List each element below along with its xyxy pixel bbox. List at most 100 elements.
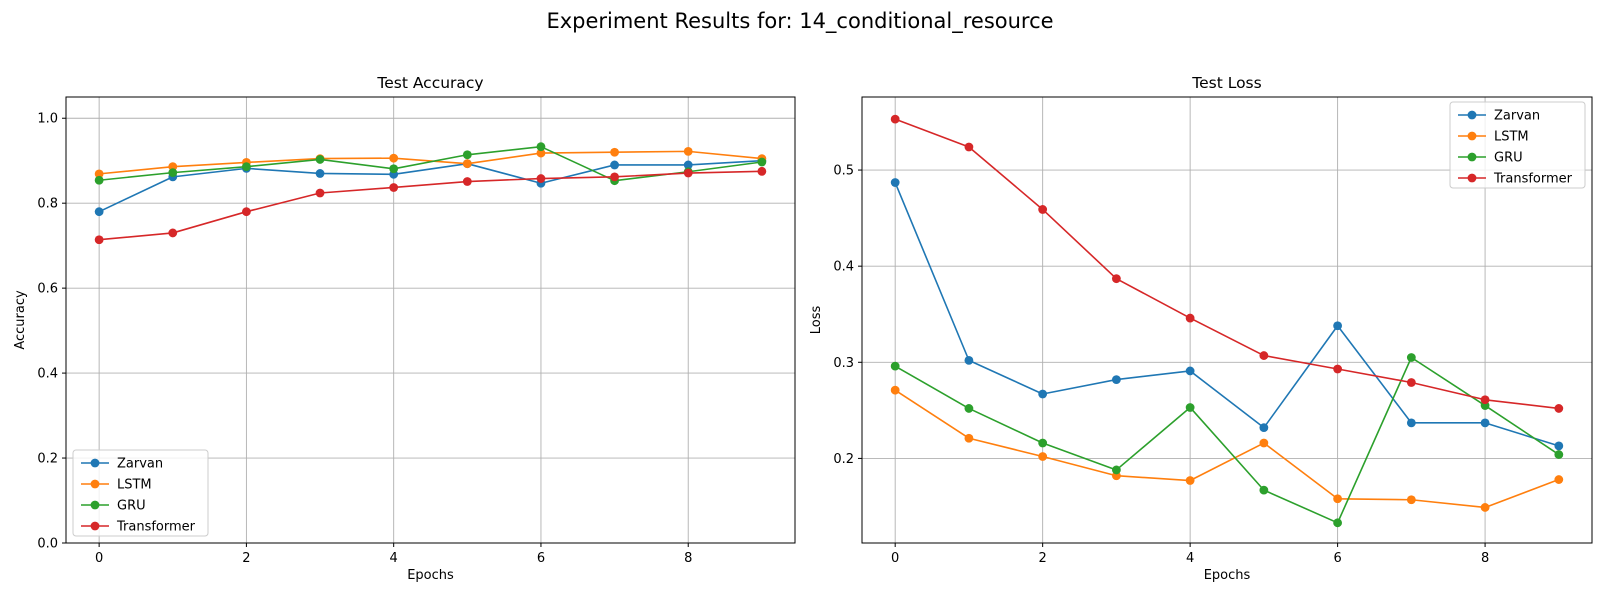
loss-x-tick-label-1: 2	[1039, 551, 1047, 566]
loss-y-tick-label-0: 0.2	[833, 452, 854, 467]
loss-point-gru-2	[1038, 438, 1048, 448]
loss-point-zarvan-5	[1259, 423, 1269, 433]
loss-point-transformer-1	[964, 142, 974, 152]
loss-legend-marker-lstm	[1467, 131, 1477, 141]
accuracy-point-transformer-0	[94, 235, 104, 245]
loss-point-gru-3	[1111, 465, 1121, 475]
loss-point-transformer-2	[1038, 205, 1048, 214]
loss-point-transformer-7	[1406, 378, 1416, 387]
loss-point-gru-4	[1185, 403, 1195, 412]
accuracy-legend-marker-transformer	[90, 521, 100, 531]
loss-point-transformer-5	[1259, 351, 1269, 360]
figure-suptitle: Experiment Results for: 14_conditional_r…	[546, 9, 1053, 34]
accuracy-point-transformer-8	[683, 168, 693, 178]
accuracy-legend-label-lstm: LSTM	[117, 478, 152, 493]
accuracy-x-tick-label-4: 8	[684, 551, 692, 566]
accuracy-point-transformer-3	[315, 188, 325, 198]
loss-point-lstm-8	[1480, 503, 1490, 512]
accuracy-series-line-transformer	[99, 170, 762, 241]
loss-legend: Zarvan LSTM GRU Transformer	[1449, 101, 1586, 189]
loss-point-lstm-9	[1554, 475, 1564, 484]
loss-point-gru-7	[1406, 353, 1416, 362]
loss-chart: 0 2 4 6 8 0.2 0.3 0.4 0.5 Test Loss Epochs Loss Zarv…	[809, 74, 1593, 583]
accuracy-point-gru-9	[757, 157, 767, 167]
loss-point-zarvan-3	[1111, 375, 1121, 384]
loss-point-gru-9	[1554, 450, 1564, 459]
loss-point-transformer-8	[1480, 395, 1490, 405]
loss-point-zarvan-8	[1480, 418, 1490, 428]
loss-series-line-gru	[894, 356, 1560, 524]
loss-legend-label-lstm: LSTM	[1494, 130, 1529, 145]
accuracy-point-transformer-5	[462, 177, 472, 186]
loss-point-gru-0	[890, 361, 900, 371]
loss-point-transformer-9	[1554, 404, 1564, 413]
loss-y-tick-label-3: 0.5	[833, 164, 854, 179]
accuracy-y-tick-label-0: 0.0	[37, 537, 58, 552]
accuracy-legend-label-transformer: Transformer	[116, 520, 196, 535]
loss-legend-label-gru: GRU	[1494, 151, 1523, 166]
accuracy-y-tick-label-5: 1.0	[37, 112, 58, 127]
accuracy-point-lstm-8	[683, 146, 693, 156]
loss-legend-label-zarvan: Zarvan	[1494, 109, 1540, 124]
accuracy-point-lstm-7	[610, 147, 619, 157]
accuracy-point-gru-5	[462, 150, 472, 160]
loss-point-transformer-3	[1111, 274, 1121, 284]
loss-x-tick-label-4: 8	[1481, 551, 1489, 566]
loss-y-tick-label-2: 0.4	[833, 260, 854, 275]
accuracy-x-tick-label-0: 0	[95, 551, 103, 566]
loss-legend-box	[1449, 101, 1586, 189]
loss-x-tick-label-3: 6	[1333, 551, 1341, 566]
accuracy-point-zarvan-3	[315, 169, 325, 178]
accuracy-point-transformer-1	[168, 228, 178, 238]
loss-point-zarvan-7	[1406, 418, 1416, 428]
loss-legend-marker-gru	[1467, 152, 1477, 162]
accuracy-x-tick-label-2: 4	[390, 551, 398, 566]
accuracy-x-tick-label-1: 2	[242, 551, 250, 566]
loss-legend-marker-transformer	[1467, 173, 1477, 183]
loss-point-zarvan-9	[1554, 441, 1564, 451]
accuracy-series-line-zarvan	[98, 159, 762, 213]
loss-point-lstm-6	[1333, 494, 1343, 504]
accuracy-legend-marker-gru	[90, 500, 100, 510]
accuracy-legend-marker-zarvan	[90, 458, 100, 468]
loss-point-zarvan-4	[1185, 366, 1195, 376]
accuracy-point-lstm-6	[536, 148, 546, 158]
accuracy-point-transformer-2	[242, 207, 251, 217]
loss-series-line-zarvan	[894, 182, 1560, 447]
loss-y-tick-label-1: 0.3	[833, 356, 854, 371]
loss-x-tick-label-0: 0	[891, 551, 899, 566]
loss-point-transformer-0	[890, 114, 900, 124]
loss-x-tick-label-2: 4	[1186, 551, 1194, 566]
accuracy-point-gru-1	[168, 168, 178, 178]
accuracy-series-line-gru	[99, 145, 762, 182]
accuracy-point-transformer-4	[389, 183, 399, 192]
accuracy-point-transformer-6	[536, 174, 546, 183]
loss-x-axis-label: Epochs	[1204, 568, 1251, 583]
accuracy-point-transformer-9	[757, 166, 767, 176]
accuracy-legend: Zarvan LSTM GRU Transformer	[72, 449, 209, 537]
accuracy-y-tick-label-4: 0.8	[37, 197, 58, 212]
loss-point-lstm-0	[890, 385, 900, 395]
loss-chart-title: Test Loss	[1191, 74, 1261, 92]
accuracy-x-tick-label-3: 6	[537, 551, 545, 566]
accuracy-chart-title: Test Accuracy	[376, 74, 483, 92]
loss-point-transformer-6	[1333, 364, 1343, 374]
accuracy-point-transformer-7	[610, 172, 619, 182]
loss-point-zarvan-6	[1333, 321, 1343, 331]
accuracy-y-axis-label: Accuracy	[13, 290, 28, 350]
accuracy-point-lstm-0	[94, 169, 104, 179]
loss-point-zarvan-0	[890, 178, 900, 187]
accuracy-x-axis-label: Epochs	[407, 568, 454, 583]
accuracy-point-gru-3	[315, 155, 325, 164]
accuracy-legend-marker-lstm	[90, 479, 100, 489]
accuracy-series-line-lstm	[99, 150, 762, 175]
loss-point-lstm-2	[1038, 452, 1048, 461]
loss-point-zarvan-2	[1038, 389, 1048, 399]
loss-point-lstm-5	[1259, 438, 1269, 448]
accuracy-point-gru-4	[389, 164, 399, 174]
accuracy-point-gru-2	[242, 162, 251, 172]
accuracy-point-zarvan-8	[683, 160, 693, 170]
accuracy-point-zarvan-7	[610, 160, 619, 170]
loss-point-zarvan-1	[964, 355, 974, 365]
